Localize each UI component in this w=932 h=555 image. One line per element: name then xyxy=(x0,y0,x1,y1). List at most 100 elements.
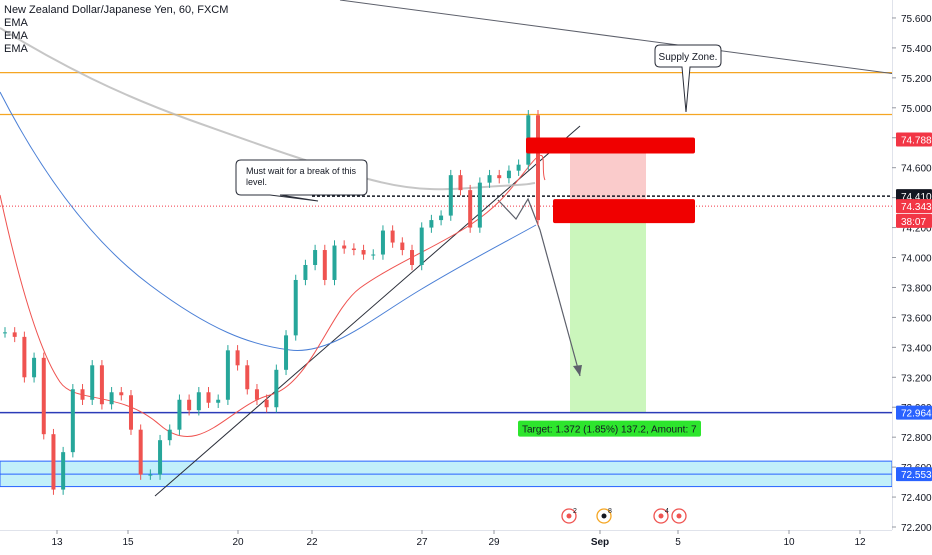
break-level-callout-box xyxy=(235,159,368,202)
support-trendline xyxy=(154,125,581,497)
price-marker-label: 74.410 xyxy=(901,192,932,203)
candle-body xyxy=(468,190,473,228)
price-marker-box xyxy=(896,467,932,482)
candle-body xyxy=(216,399,221,403)
candle-body xyxy=(254,389,259,400)
candle-body xyxy=(41,357,46,435)
annotations-layer: Supply Zone. Must wait for a break of thi… xyxy=(235,44,722,437)
candle-body xyxy=(293,279,298,336)
event-badge: 8 xyxy=(608,508,612,515)
candle-body xyxy=(206,392,211,403)
entry-label-box xyxy=(553,199,695,224)
supply-zone-callout-box xyxy=(654,44,722,113)
candle-body xyxy=(51,434,56,490)
stop-label-box xyxy=(526,137,695,154)
price-marker-box xyxy=(896,405,932,420)
target-zone xyxy=(570,206,646,413)
candle-body xyxy=(148,474,153,476)
candle-body xyxy=(371,254,376,256)
event-icon-dot xyxy=(658,513,664,519)
time-tick-label: 12 xyxy=(854,537,866,548)
candle-body xyxy=(138,429,143,475)
price-tick-label: 75.400 xyxy=(901,44,932,55)
candle-body xyxy=(313,250,318,265)
candle-body xyxy=(380,230,385,255)
price-tick-label: 74.600 xyxy=(901,164,932,175)
break-level-label-line: Must wait for a break of this xyxy=(246,166,357,176)
candle-body xyxy=(109,392,114,405)
price-tick-label: 72.200 xyxy=(901,523,932,534)
price-tick-label: 75.200 xyxy=(901,74,932,85)
time-tick-label: 5 xyxy=(675,537,681,548)
candle-body xyxy=(361,250,366,255)
price-axis[interactable]: 75.60075.40075.20075.00074.80074.60074.4… xyxy=(892,0,932,550)
price-tick-label: 73.600 xyxy=(901,313,932,324)
time-tick-label: 27 xyxy=(416,537,428,548)
event-icon-dot xyxy=(676,513,682,519)
ema-fast-line xyxy=(0,155,546,438)
price-marker-label: 72.964 xyxy=(901,409,932,420)
candle-body xyxy=(477,182,482,228)
candle-body xyxy=(3,332,7,334)
candle-body xyxy=(274,369,279,408)
indicator-ema-1[interactable]: EMA xyxy=(4,17,28,29)
candle-body xyxy=(303,265,308,280)
price-marker-label: 74.788 xyxy=(901,136,932,147)
zones-layer xyxy=(0,0,893,530)
levels-layer xyxy=(0,71,892,414)
candle-body xyxy=(90,365,95,400)
candle-body xyxy=(225,350,230,400)
price-marker-box xyxy=(896,132,932,147)
price-tick-label: 73.400 xyxy=(901,343,932,354)
time-axis-bg xyxy=(0,530,892,550)
price-tick-label: 74.200 xyxy=(901,224,932,235)
candle-body xyxy=(22,336,27,378)
projection-arrow xyxy=(497,197,581,377)
candle-body xyxy=(177,399,182,430)
candle-body xyxy=(429,220,434,228)
price-marker-label: 38:07 xyxy=(901,217,926,228)
price-tick-label: 72.800 xyxy=(901,433,932,444)
candle-body xyxy=(128,395,133,430)
time-tick-label: 20 xyxy=(232,537,244,548)
candle-body xyxy=(284,335,289,370)
event-badge: 4 xyxy=(665,508,669,515)
candle-body xyxy=(235,350,240,366)
candle-body xyxy=(70,389,75,453)
target-label: Target: 1.372 (1.85%) 137.2, Amount: 7 xyxy=(522,425,697,436)
candle-body xyxy=(497,175,502,179)
events-layer: 2 8 4 xyxy=(561,508,687,524)
price-marker-box xyxy=(896,213,932,228)
candle-body xyxy=(487,175,492,183)
time-axis[interactable]: 13 15 20 22 27 29 Sep 5 10 12 xyxy=(0,530,892,550)
candle-body xyxy=(80,389,85,400)
candles-layer xyxy=(3,110,540,495)
price-tick-label: 73.800 xyxy=(901,283,932,294)
candle-body xyxy=(61,452,66,490)
candle-body xyxy=(400,242,405,251)
candle-body xyxy=(536,115,540,221)
time-tick-label: Sep xyxy=(591,537,609,548)
event-icon-dot xyxy=(601,513,607,519)
price-tick-label: 75.600 xyxy=(901,14,932,25)
candle-body xyxy=(516,164,521,171)
candle-body xyxy=(158,440,163,475)
indicator-ema-2[interactable]: EMA xyxy=(4,30,28,42)
price-tick-label: 74.000 xyxy=(901,254,932,265)
time-tick-label: 15 xyxy=(122,537,134,548)
symbol-title: New Zealand Dollar/Japanese Yen, 60, FXC… xyxy=(4,4,229,16)
price-marker-label: 74.343 xyxy=(901,202,932,213)
time-tick-label: 22 xyxy=(306,537,318,548)
time-tick-label: 10 xyxy=(783,537,795,548)
candle-body xyxy=(32,357,37,378)
price-tick-label: 72.400 xyxy=(901,493,932,504)
candle-body xyxy=(196,392,201,411)
candle-body xyxy=(351,248,356,251)
resistance-trendline xyxy=(339,0,901,76)
plot-area xyxy=(0,0,892,530)
indicator-ema-3[interactable]: EMA xyxy=(4,43,28,55)
candle-body xyxy=(448,175,453,216)
price-tick-label: 75.000 xyxy=(901,104,932,115)
